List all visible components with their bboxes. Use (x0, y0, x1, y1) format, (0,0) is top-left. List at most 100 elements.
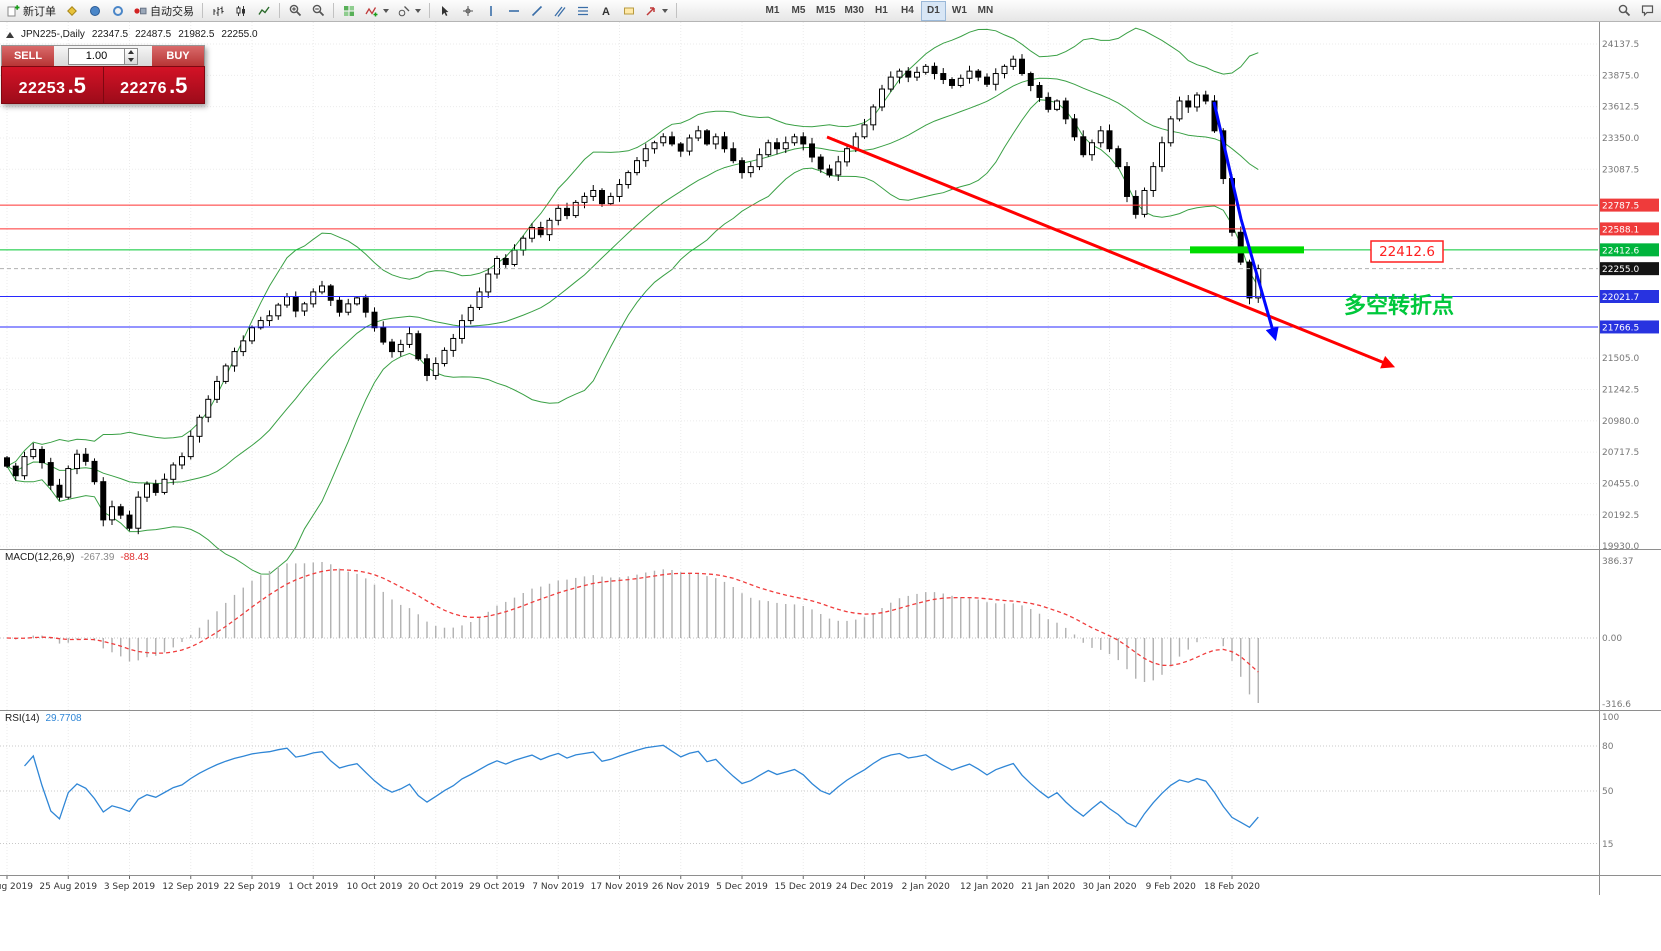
blue-arrow[interactable] (1212, 101, 1279, 342)
timeframe-button-m30[interactable]: M30 (840, 1, 867, 21)
buy-price-dec: .5 (169, 73, 188, 98)
svg-text:50: 50 (1602, 787, 1614, 797)
metaeditor-icon (66, 5, 78, 17)
rsi-indicator-label: RSI(14) 29.7708 (5, 713, 82, 724)
timeframe-button-m15[interactable]: M15 (812, 1, 839, 21)
svg-text:A: A (602, 5, 610, 16)
svg-text:29 Oct 2019: 29 Oct 2019 (469, 882, 525, 892)
svg-text:1 Oct 2019: 1 Oct 2019 (288, 882, 338, 892)
objects-button[interactable] (394, 1, 425, 21)
zoom-out-icon (312, 4, 325, 17)
candlestick-chart-button[interactable] (230, 1, 252, 21)
svg-text:2 Jan 2020: 2 Jan 2020 (902, 882, 950, 892)
autotrading-button[interactable]: 自动交易 (130, 1, 198, 21)
search-button[interactable] (1613, 1, 1635, 21)
line-chart-button[interactable] (253, 1, 275, 21)
svg-text:21242.5: 21242.5 (1602, 385, 1639, 395)
vertical-line-icon (485, 5, 497, 17)
zoom-out-button[interactable] (307, 1, 329, 21)
trendline-icon (531, 5, 543, 17)
price-axis[interactable]: 24137.5 23875.0 23612.5 23350.0 23087.5 21505… (1600, 40, 1659, 850)
svg-text:22588.1: 22588.1 (1602, 225, 1639, 235)
autotrading-icon (134, 5, 147, 17)
new-order-button[interactable]: 新订单 (3, 1, 60, 21)
label-button[interactable] (618, 1, 640, 21)
horizontal-line-button[interactable] (503, 1, 525, 21)
date-axis[interactable]: 5 Aug 2019 25 Aug 2019 3 Sep 2019 12 Sep 20… (0, 875, 1260, 892)
svg-text:-316.6: -316.6 (1602, 700, 1631, 710)
tile-windows-icon (343, 5, 355, 17)
trendline-button[interactable] (526, 1, 548, 21)
signals-button[interactable] (107, 1, 129, 21)
svg-text:17 Nov 2019: 17 Nov 2019 (591, 882, 649, 892)
text-button[interactable]: A (595, 1, 617, 21)
volume-increase-button[interactable] (125, 49, 137, 57)
indicators-icon (365, 5, 378, 17)
volume-decrease-button[interactable] (125, 56, 137, 64)
volume-input[interactable] (68, 47, 125, 65)
market-button[interactable] (84, 1, 106, 21)
svg-text:9 Feb 2020: 9 Feb 2020 (1146, 882, 1197, 892)
low-value: 21982.5 (178, 29, 215, 40)
sell-label: SELL (2, 46, 54, 66)
line-chart-icon (258, 5, 270, 17)
svg-text:21505.0: 21505.0 (1602, 354, 1639, 364)
metaeditor-button[interactable] (61, 1, 83, 21)
fibonacci-icon (577, 5, 589, 17)
svg-text:18 Feb 2020: 18 Feb 2020 (1204, 882, 1260, 892)
price-annotation-box[interactable] (1370, 240, 1444, 263)
symbol-period-label: JPN225-,Daily (21, 29, 85, 40)
sell-button[interactable]: 22253.5 (2, 67, 103, 103)
indicators-button[interactable] (361, 1, 393, 21)
svg-text:20192.5: 20192.5 (1602, 511, 1639, 521)
svg-text:20455.0: 20455.0 (1602, 479, 1639, 489)
timeframe-button-m1[interactable]: M1 (760, 1, 785, 21)
bollinger-bands (6, 27, 1259, 575)
timeframe-button-h1[interactable]: H1 (869, 1, 894, 21)
bar-chart-button[interactable] (207, 1, 229, 21)
buy-button[interactable]: 22276.5 (103, 67, 204, 103)
red-trend-arrow[interactable] (826, 135, 1396, 369)
tile-windows-button[interactable] (338, 1, 360, 21)
open-value: 22347.5 (91, 29, 129, 40)
one-click-trading-panel: SELL BUY 22253.5 22276.5 (1, 45, 205, 104)
timeframe-button-mn[interactable]: MN (973, 1, 998, 21)
svg-text:24137.5: 24137.5 (1602, 40, 1639, 50)
toolbar: 新订单 自动交易 (0, 0, 1661, 22)
fibonacci-button[interactable] (572, 1, 594, 21)
horizontal-level-lines[interactable] (0, 204, 1598, 328)
channel-button[interactable] (549, 1, 571, 21)
svg-text:10 Oct 2019: 10 Oct 2019 (347, 882, 403, 892)
svg-text:26 Nov 2019: 26 Nov 2019 (652, 882, 710, 892)
timeframe-button-d1[interactable]: D1 (920, 0, 946, 21)
new-order-icon (7, 4, 20, 17)
chart-objects[interactable]: 22412.6 多空转折点 (826, 101, 1454, 369)
price-annotation-label: 22412.6 (1379, 244, 1435, 260)
chart-area[interactable]: 24137.5 23875.0 23612.5 23350.0 23087.5 21505… (0, 22, 1661, 951)
one-click-toggle-icon[interactable] (6, 31, 14, 38)
text-icon: A (600, 5, 612, 16)
svg-text:15 Dec 2019: 15 Dec 2019 (775, 882, 833, 892)
chat-button[interactable] (1636, 1, 1658, 21)
svg-text:386.37: 386.37 (1602, 557, 1634, 567)
high-value: 22487.5 (135, 29, 172, 40)
svg-text:23875.0: 23875.0 (1602, 71, 1639, 81)
svg-text:19930.0: 19930.0 (1602, 542, 1639, 552)
arrows-button[interactable] (641, 1, 672, 21)
svg-text:5 Dec 2019: 5 Dec 2019 (716, 882, 768, 892)
autotrading-label: 自动交易 (150, 5, 194, 18)
timeframe-button-w1[interactable]: W1 (947, 1, 972, 21)
svg-text:22021.7: 22021.7 (1602, 293, 1639, 303)
timeframe-button-h4[interactable]: H4 (895, 1, 920, 21)
zoom-in-button[interactable] (284, 1, 306, 21)
dropdown-caret-icon (415, 8, 421, 13)
svg-text:30 Jan 2020: 30 Jan 2020 (1083, 882, 1137, 892)
vertical-line-button[interactable] (480, 1, 502, 21)
cursor-icon (439, 5, 451, 17)
timeframe-button-m5[interactable]: M5 (786, 1, 811, 21)
close-value: 22255.0 (221, 29, 258, 40)
cursor-button[interactable] (434, 1, 456, 21)
macd-main-value: -267.39 (80, 552, 115, 563)
crosshair-button[interactable] (457, 1, 479, 21)
ohlc-info-line: JPN225-,Daily 22347.5 22487.5 21982.5 22… (6, 29, 258, 40)
